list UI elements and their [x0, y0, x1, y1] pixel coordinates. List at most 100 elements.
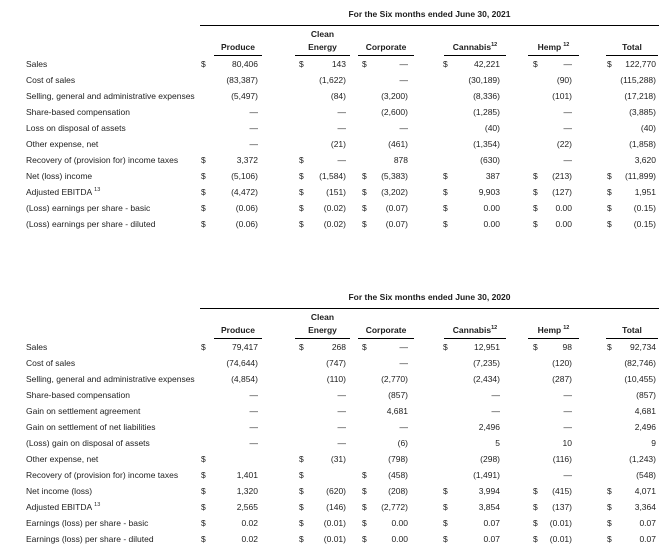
cell-value: (213) [552, 171, 572, 181]
column-header-underline [528, 338, 579, 339]
dollar-sign: $ [533, 486, 538, 496]
dollar-sign: $ [533, 219, 538, 229]
cell-value: 5 [495, 438, 500, 448]
table-row: Other expense, net — (21) (461) (1,354) (22) (… [0, 136, 662, 152]
column-header-corporate: Corporate [343, 324, 429, 336]
footnote-superscript: 12 [491, 325, 498, 332]
cell-value: (3,202) [381, 187, 408, 197]
dollar-sign: $ [201, 59, 206, 69]
column-header-text: Hemp [537, 42, 562, 52]
dollar-sign: $ [443, 342, 448, 352]
cell-value: (22) [556, 139, 572, 149]
row-label-text: Cost of sales [26, 75, 76, 85]
table-row: Recovery of (provision for) income taxes… [0, 467, 662, 483]
row-label: Other expense, net [26, 451, 100, 467]
column-group-row: Clean [0, 310, 662, 323]
cell-value: — [563, 390, 573, 400]
cell-value: (2,772) [381, 502, 408, 512]
table-row: Share-based compensation — — (2,600) (1,285)… [0, 104, 662, 120]
column-header-cannabis: Cannabis12 [429, 324, 521, 336]
cell-value: 0.07 [639, 534, 656, 544]
dollar-sign: $ [362, 342, 367, 352]
column-header-text: Corporate [365, 325, 407, 335]
table-row: Sales $79,417 $268 $ — $12,951 $98 $92,734 [0, 339, 662, 355]
row-label: Gain on settlement of net liabilities [26, 419, 157, 435]
cell-value: 4,681 [386, 406, 408, 416]
cell-value: 143 [331, 59, 346, 69]
row-label-text: Adjusted EBITDA [26, 502, 93, 512]
table-body: Sales $80,406 $143 $ — $42,221 $ — $122,770 Cost … [0, 56, 662, 232]
cell-value: (4,472) [231, 187, 258, 197]
cell-value: (0.01) [323, 518, 346, 528]
cell-value: 2,496 [478, 422, 500, 432]
row-label-text: Cost of sales [26, 358, 76, 368]
cell-value: (857) [388, 390, 408, 400]
dollar-sign: $ [607, 518, 612, 528]
table-row: Selling, general and administrative expe… [0, 88, 662, 104]
dollar-sign: $ [201, 203, 206, 213]
cell-value: 4,681 [634, 406, 656, 416]
cell-value: (2,600) [381, 107, 408, 117]
cell-value: 878 [393, 155, 408, 165]
cell-value: (461) [388, 139, 408, 149]
table-row: (Loss) gain on disposal of assets — — (6) 5 1… [0, 435, 662, 451]
dollar-sign: $ [201, 486, 206, 496]
cell-value: (458) [388, 470, 408, 480]
dollar-sign: $ [533, 534, 538, 544]
dollar-sign: $ [362, 187, 367, 197]
segment-table-2020: For the Six months ended June 30, 2020 C… [0, 291, 662, 547]
cell-value: (298) [480, 454, 500, 464]
table-row: Sales $80,406 $143 $ — $42,221 $ — $122,770 [0, 56, 662, 72]
dollar-sign: $ [362, 59, 367, 69]
cell-value: (0.02) [323, 219, 346, 229]
column-header-text: Produce [220, 325, 255, 335]
cell-value: — [337, 107, 347, 117]
row-label-text: Gain on settlement agreement [26, 406, 141, 416]
cell-value: (1,584) [319, 171, 346, 181]
column-header-energy: Energy [280, 41, 365, 53]
dollar-sign: $ [443, 171, 448, 181]
footnote-superscript: 12 [491, 42, 498, 49]
cell-value: (7,235) [473, 358, 500, 368]
column-header-underline [295, 338, 350, 339]
column-group-label-clean: Clean [310, 312, 335, 322]
dollar-sign: $ [299, 155, 304, 165]
row-label: Recovery of (provision for) income taxes [26, 467, 180, 483]
dollar-sign: $ [607, 203, 612, 213]
table-row: Share-based compensation — — (857) — — (857) [0, 387, 662, 403]
cell-value: (0.02) [323, 203, 346, 213]
dollar-sign: $ [201, 171, 206, 181]
cell-value: (2,434) [473, 374, 500, 384]
cell-value: 4,071 [634, 486, 656, 496]
table-row: Adjusted EBITDA 13 $ (4,472) $ (151) $ (3,202) $… [0, 184, 662, 200]
cell-value: (287) [552, 374, 572, 384]
cell-value: — [249, 438, 259, 448]
cell-value: — [249, 107, 259, 117]
row-label: Selling, general and administrative expe… [26, 88, 197, 104]
row-label: (Loss) gain on disposal of assets [26, 435, 152, 451]
cell-value: 3,620 [634, 155, 656, 165]
table-row: Cost of sales (74,644) (747) — (7,235) (120) (… [0, 355, 662, 371]
cell-value: 3,854 [478, 502, 500, 512]
dollar-sign: $ [201, 187, 206, 197]
table-body: Sales $79,417 $268 $ — $12,951 $98 $92,734 Cost … [0, 339, 662, 547]
cell-value: 0.00 [483, 219, 500, 229]
table-row: Adjusted EBITDA 13 $2,565 $ (146) $ (2,772) $3,… [0, 499, 662, 515]
row-label: Cost of sales [26, 72, 77, 88]
cell-value: — [491, 406, 501, 416]
cell-value: (40) [640, 123, 656, 133]
cell-value: (5,497) [231, 91, 258, 101]
cell-value: (5,106) [231, 171, 258, 181]
cell-value: (0.15) [633, 203, 656, 213]
cell-value: — [563, 422, 573, 432]
cell-value: (630) [480, 155, 500, 165]
cell-value: 2,496 [634, 422, 656, 432]
cell-value: 268 [331, 342, 346, 352]
dollar-sign: $ [201, 155, 206, 165]
row-label-text: Recovery of (provision for) income taxes [26, 155, 179, 165]
dollar-sign: $ [607, 534, 612, 544]
cell-value: (0.01) [549, 518, 572, 528]
dollar-sign: $ [443, 534, 448, 544]
cell-value: (798) [388, 454, 408, 464]
dollar-sign: $ [443, 502, 448, 512]
